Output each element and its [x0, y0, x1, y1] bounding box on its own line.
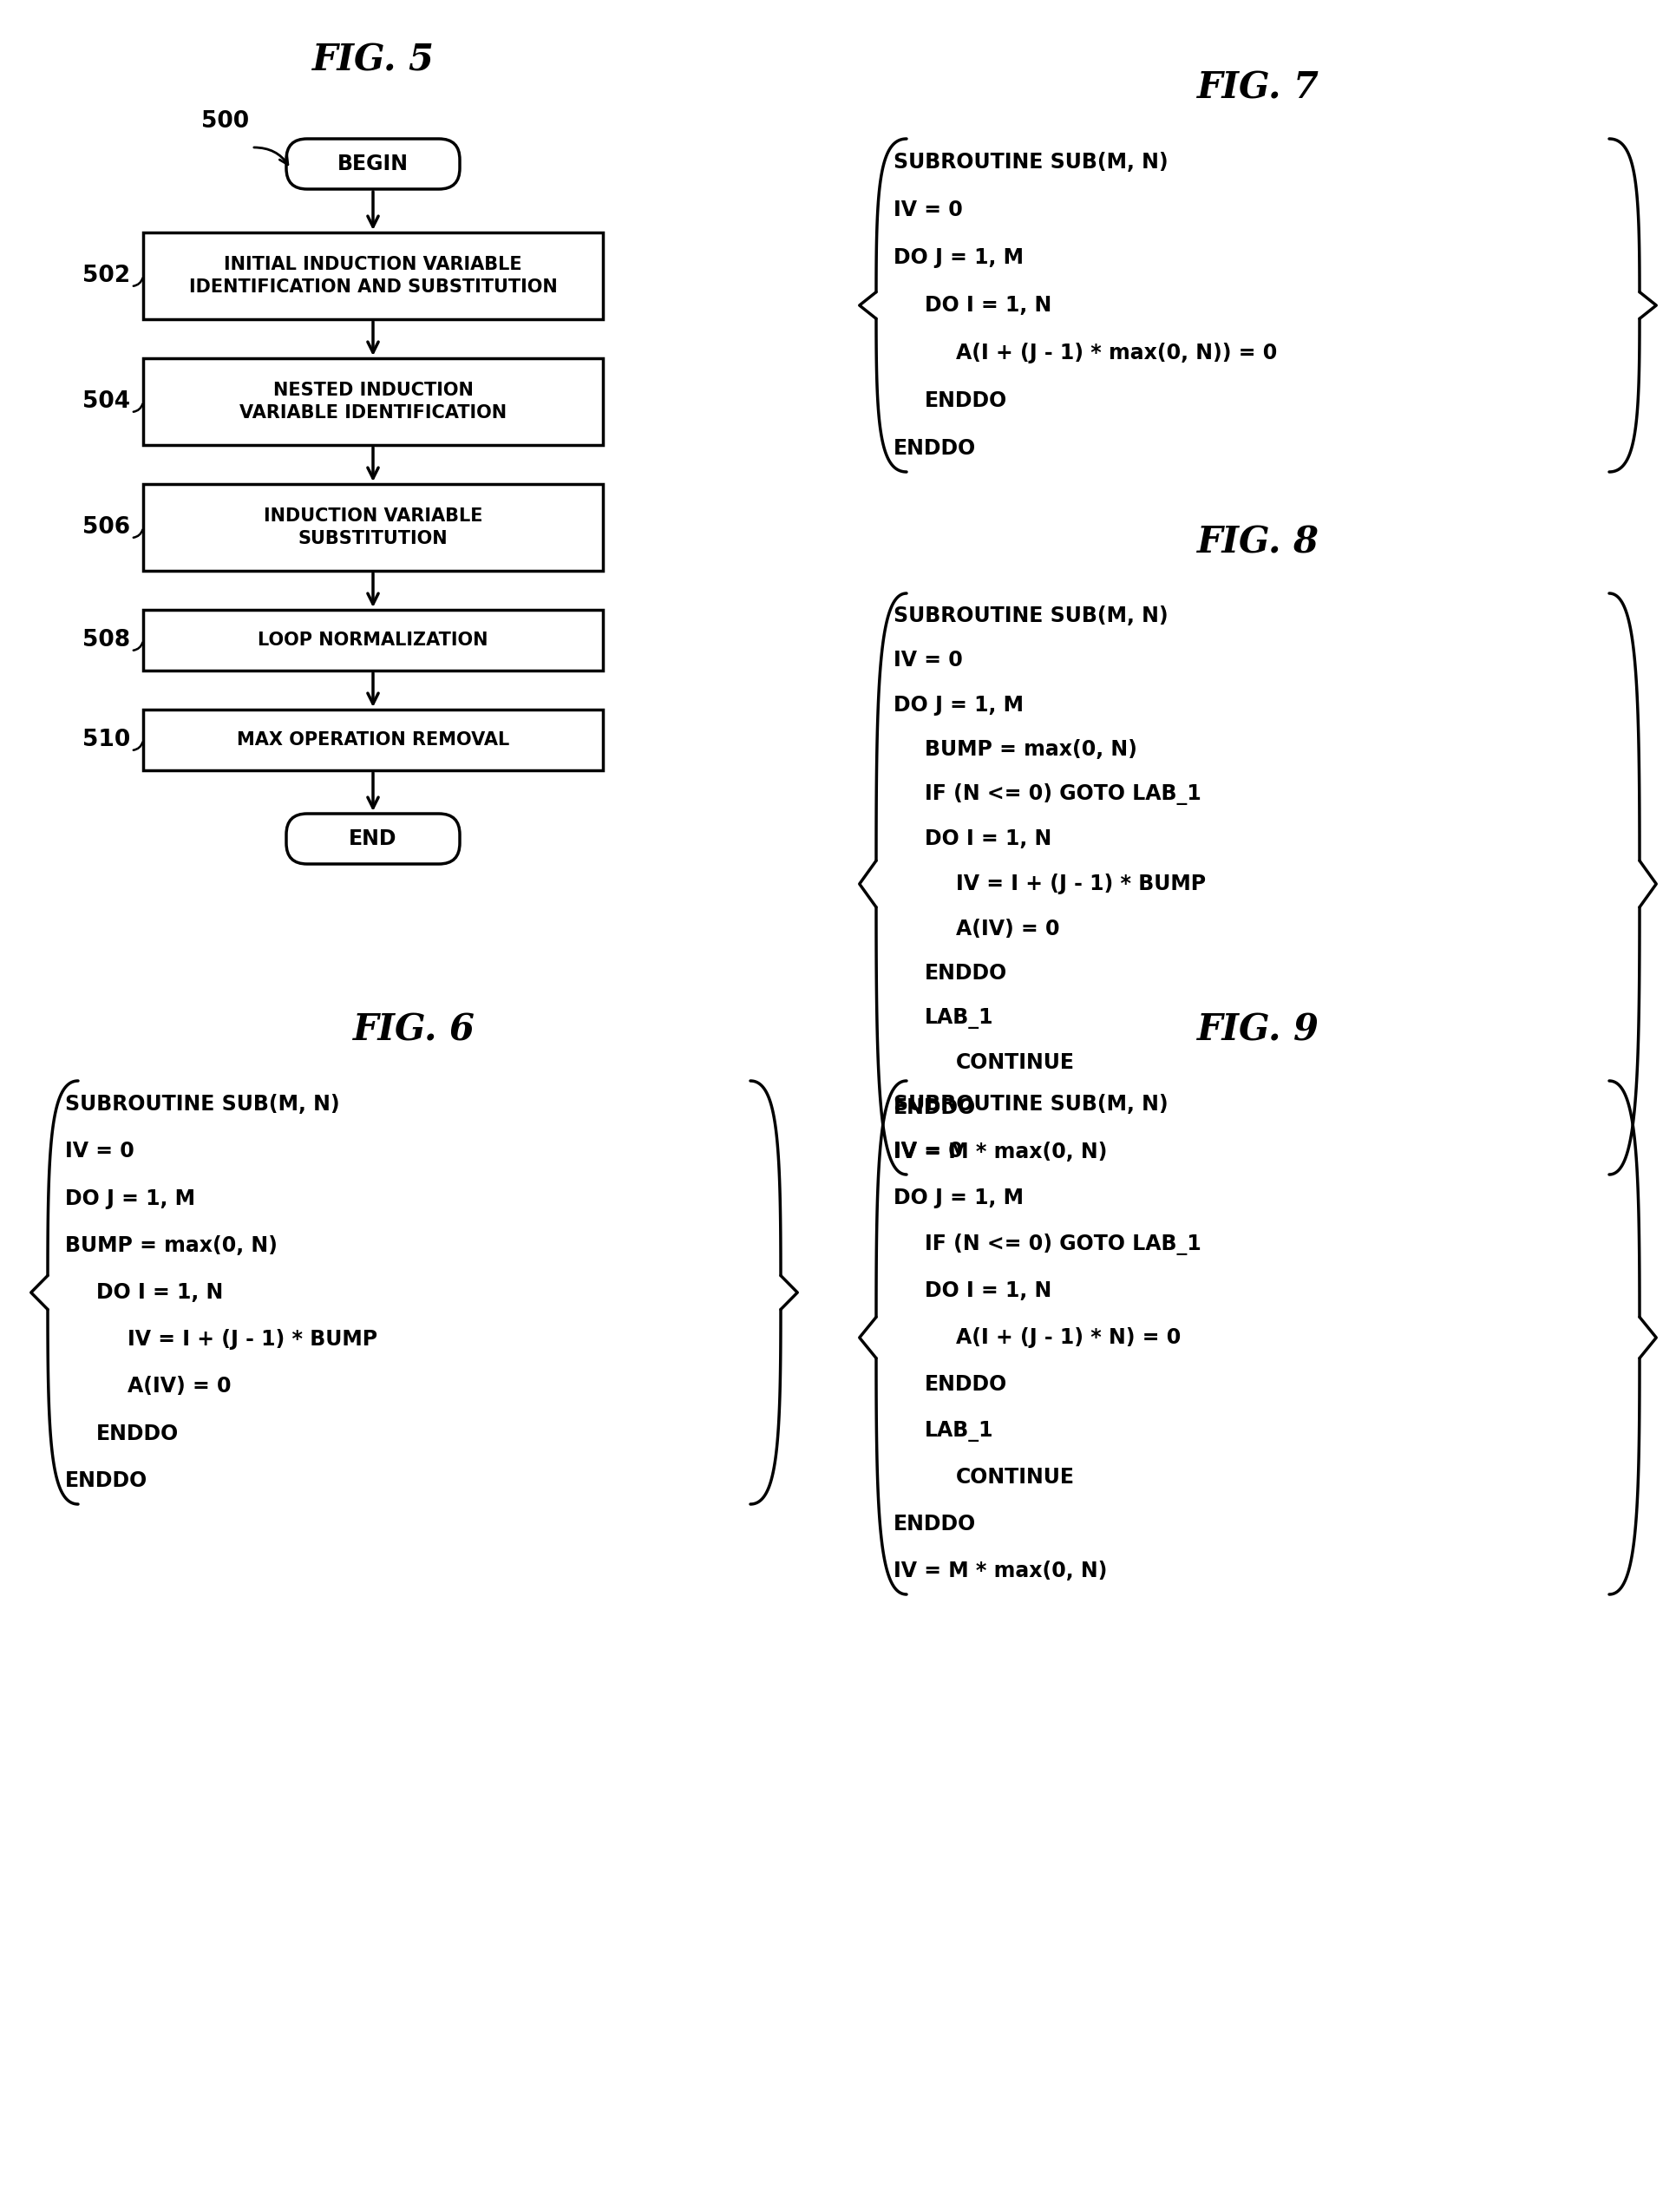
Text: 510: 510 [82, 728, 131, 752]
Text: A(I + (J - 1) * max(0, N)) = 0: A(I + (J - 1) * max(0, N)) = 0 [955, 343, 1277, 363]
Text: IF (N <= 0) GOTO LAB_1: IF (N <= 0) GOTO LAB_1 [925, 1234, 1202, 1254]
Text: FIG. 5: FIG. 5 [312, 42, 434, 77]
Text: BUMP = max(0, N): BUMP = max(0, N) [925, 739, 1138, 761]
Bar [142, 484, 603, 571]
Text: DO J = 1, M: DO J = 1, M [893, 248, 1024, 268]
Text: BEGIN: BEGIN [337, 153, 409, 175]
Text: ENDDO: ENDDO [893, 1513, 975, 1535]
Text: FIG. 8: FIG. 8 [1197, 524, 1319, 560]
Text: 504: 504 [82, 389, 131, 414]
Bar [142, 710, 603, 770]
Text: SUBROUTINE SUB(M, N): SUBROUTINE SUB(M, N) [893, 606, 1168, 626]
Text: ENDDO: ENDDO [96, 1422, 179, 1444]
Bar [142, 358, 603, 445]
Text: SUBROUTINE SUB(M, N): SUBROUTINE SUB(M, N) [893, 1093, 1168, 1115]
Text: SUBROUTINE SUB(M, N): SUBROUTINE SUB(M, N) [65, 1095, 340, 1115]
Text: IV = 0: IV = 0 [893, 650, 962, 670]
Text: IV = M * max(0, N): IV = M * max(0, N) [893, 1141, 1108, 1164]
Text: CONTINUE: CONTINUE [955, 1467, 1074, 1489]
Text: END: END [349, 830, 397, 849]
Text: 502: 502 [82, 265, 131, 288]
FancyBboxPatch shape [287, 814, 459, 865]
Text: BUMP = max(0, N): BUMP = max(0, N) [65, 1234, 278, 1256]
Text: A(IV) = 0: A(IV) = 0 [955, 918, 1059, 940]
Text: 506: 506 [82, 515, 131, 540]
FancyBboxPatch shape [287, 139, 459, 188]
Text: 508: 508 [82, 628, 131, 653]
Text: 500: 500 [201, 111, 250, 133]
Text: INITIAL INDUCTION VARIABLE
IDENTIFICATION AND SUBSTITUTION: INITIAL INDUCTION VARIABLE IDENTIFICATIO… [189, 257, 556, 296]
Text: DO I = 1, N: DO I = 1, N [925, 294, 1051, 316]
Text: IV = M * max(0, N): IV = M * max(0, N) [893, 1562, 1108, 1582]
Text: DO J = 1, M: DO J = 1, M [893, 695, 1024, 714]
Text: ENDDO: ENDDO [925, 962, 1007, 984]
Text: INDUCTION VARIABLE
SUBSTITUTION: INDUCTION VARIABLE SUBSTITUTION [263, 507, 483, 549]
Text: SUBROUTINE SUB(M, N): SUBROUTINE SUB(M, N) [893, 153, 1168, 173]
Text: DO J = 1, M: DO J = 1, M [893, 1188, 1024, 1208]
Text: ENDDO: ENDDO [65, 1471, 147, 1491]
Text: NESTED INDUCTION
VARIABLE IDENTIFICATION: NESTED INDUCTION VARIABLE IDENTIFICATION [240, 380, 506, 422]
Text: ENDDO: ENDDO [925, 1374, 1007, 1396]
Text: A(IV) = 0: A(IV) = 0 [127, 1376, 231, 1398]
Text: FIG. 9: FIG. 9 [1197, 1011, 1319, 1048]
Text: DO I = 1, N: DO I = 1, N [96, 1283, 223, 1303]
Text: ENDDO: ENDDO [925, 389, 1007, 411]
Text: DO J = 1, M: DO J = 1, M [65, 1188, 194, 1208]
Text: IV = 0: IV = 0 [893, 199, 962, 221]
Text: IV = I + (J - 1) * BUMP: IV = I + (J - 1) * BUMP [127, 1329, 377, 1349]
Text: DO I = 1, N: DO I = 1, N [925, 1281, 1051, 1301]
Text: CONTINUE: CONTINUE [955, 1053, 1074, 1073]
Text: IV = I + (J - 1) * BUMP: IV = I + (J - 1) * BUMP [955, 874, 1207, 894]
Text: MAX OPERATION REMOVAL: MAX OPERATION REMOVAL [236, 732, 510, 748]
Text: IV = 0: IV = 0 [65, 1141, 134, 1161]
Text: ENDDO: ENDDO [893, 438, 975, 458]
Text: DO I = 1, N: DO I = 1, N [925, 830, 1051, 849]
Text: A(I + (J - 1) * N) = 0: A(I + (J - 1) * N) = 0 [955, 1327, 1182, 1347]
Text: LOOP NORMALIZATION: LOOP NORMALIZATION [258, 630, 488, 648]
Bar [142, 232, 603, 319]
Text: IV = 0: IV = 0 [893, 1141, 962, 1161]
Text: LAB_1: LAB_1 [925, 1009, 994, 1029]
Bar [142, 611, 603, 670]
Text: LAB_1: LAB_1 [925, 1420, 994, 1442]
Text: FIG. 6: FIG. 6 [354, 1011, 476, 1048]
Text: ENDDO: ENDDO [893, 1097, 975, 1117]
Text: FIG. 7: FIG. 7 [1197, 69, 1319, 106]
Text: IF (N <= 0) GOTO LAB_1: IF (N <= 0) GOTO LAB_1 [925, 783, 1202, 805]
